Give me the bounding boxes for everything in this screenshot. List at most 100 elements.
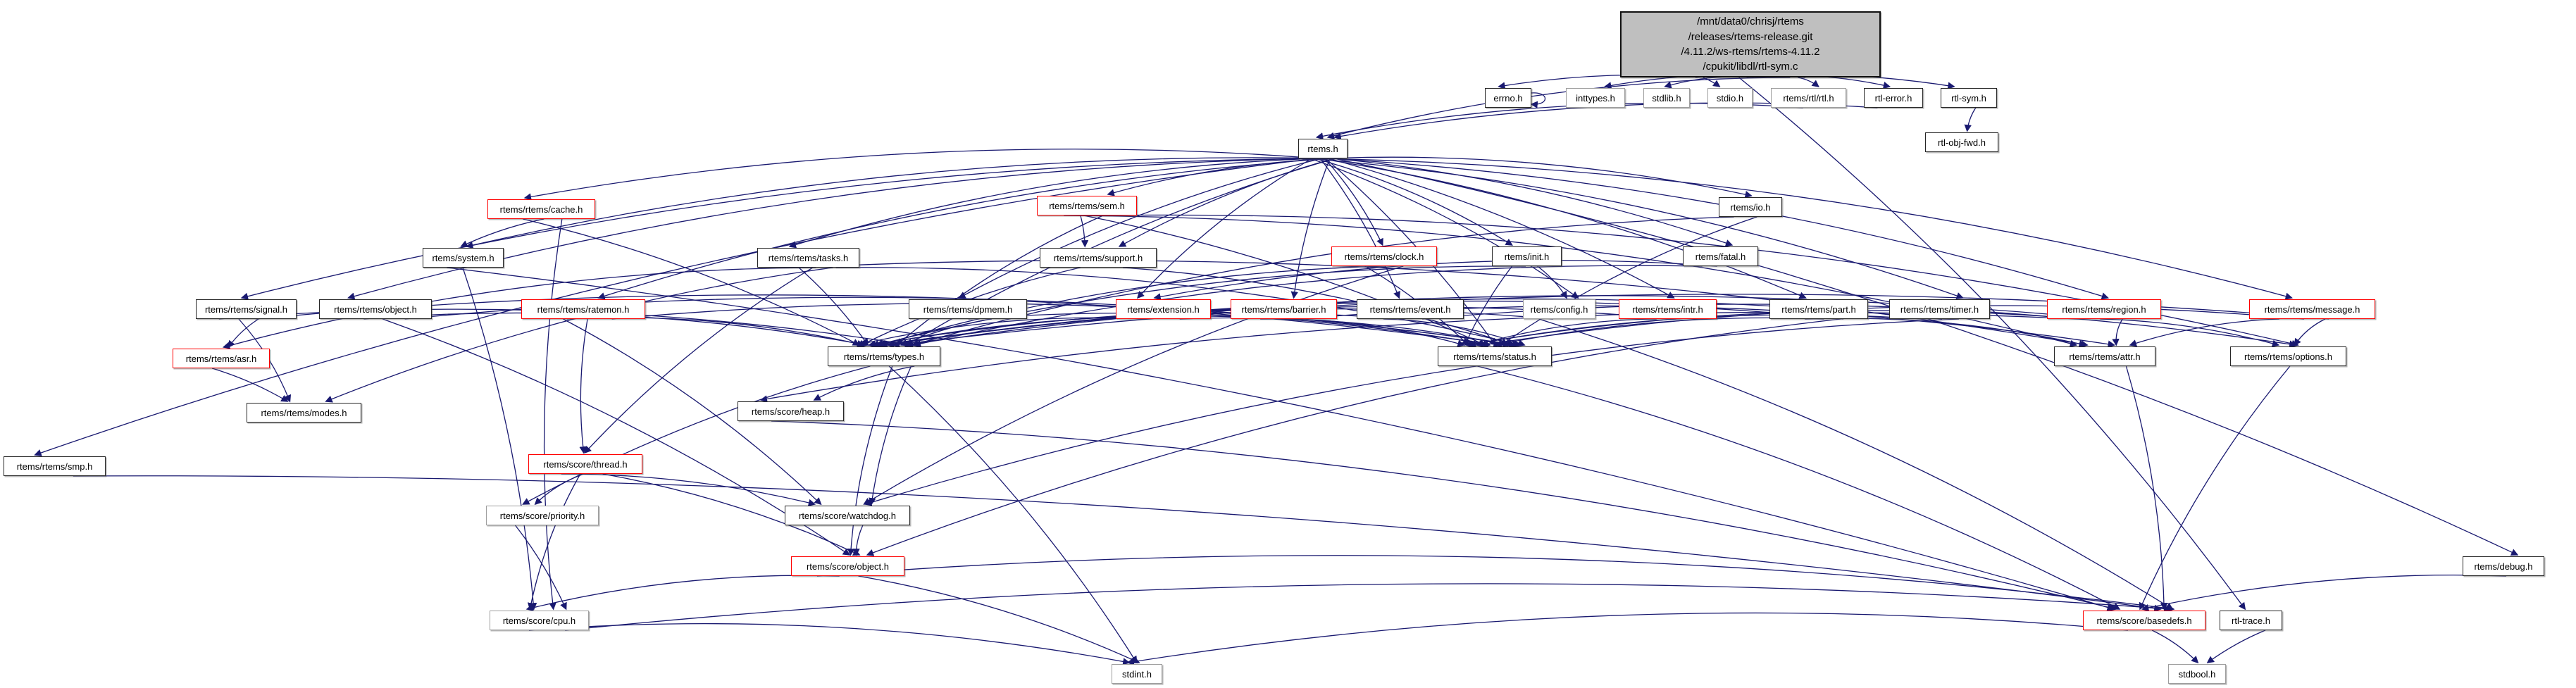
node-extension[interactable]: rtems/extension.h <box>1116 299 1211 319</box>
edge-sem-to-support <box>1080 215 1089 248</box>
node-errno[interactable]: errno.h <box>1485 88 1531 108</box>
edge-init-to-config <box>1537 265 1567 299</box>
node-label: rtems/config.h <box>1530 304 1588 315</box>
node-label: rtems/rtems/status.h <box>1453 351 1536 362</box>
node-sem[interactable]: rtems/rtems/sem.h <box>1037 196 1137 215</box>
node-stdbool[interactable]: stdbool.h <box>2168 664 2226 684</box>
node-asr[interactable]: rtems/rtems/asr.h <box>173 349 270 368</box>
node-rtl-obj-fwd[interactable]: rtl-obj-fwd.h <box>1925 132 1998 152</box>
edge-rtems-to-config <box>1310 158 1579 299</box>
node-clock[interactable]: rtems/rtems/clock.h <box>1331 246 1437 266</box>
edge-ratemon-to-types <box>566 317 865 348</box>
edge-region-to-heap <box>759 311 2078 403</box>
node-dpmem[interactable]: rtems/rtems/dpmem.h <box>909 299 1027 319</box>
node-region[interactable]: rtems/rtems/region.h <box>2047 299 2161 319</box>
node-options[interactable]: rtems/rtems/options.h <box>2230 346 2346 366</box>
edge-clock-to-types <box>879 265 1386 347</box>
node-label: rtems/rtems/smp.h <box>16 461 93 472</box>
edge-system-to-basedefs <box>447 267 2115 611</box>
edge-rtems-to-ratemon <box>597 158 1332 300</box>
node-system[interactable]: rtems/system.h <box>423 248 504 268</box>
node-rtl-error[interactable]: rtl-error.h <box>1864 88 1923 108</box>
node-basedefs[interactable]: rtems/score/basedefs.h <box>2083 611 2205 630</box>
node-robject[interactable]: rtems/rtems/object.h <box>319 299 432 319</box>
node-cpu[interactable]: rtems/score/cpu.h <box>490 611 589 630</box>
node-label: inttypes.h <box>1576 92 1615 104</box>
node-init[interactable]: rtems/init.h <box>1492 246 1562 266</box>
node-label: rtems/extension.h <box>1127 304 1200 315</box>
node-types[interactable]: rtems/rtems/types.h <box>828 346 940 366</box>
node-signal[interactable]: rtems/rtems/signal.h <box>196 299 297 319</box>
edge-status-to-basedefs <box>1477 365 2121 610</box>
edge-types-to-heap <box>813 365 915 401</box>
edge-cache-to-system <box>460 218 545 247</box>
node-priority[interactable]: rtems/score/priority.h <box>486 506 599 525</box>
root-label-line: /releases/rtems-release.git <box>1688 30 1813 43</box>
node-message[interactable]: rtems/rtems/message.h <box>2249 299 2375 319</box>
node-fatal[interactable]: rtems/fatal.h <box>1683 246 1758 266</box>
node-cache[interactable]: rtems/rtems/cache.h <box>487 199 595 219</box>
node-label: rtems/rtems/part.h <box>1781 304 1856 315</box>
node-label: rtems/score/priority.h <box>499 510 585 521</box>
node-watchdog[interactable]: rtems/score/watchdog.h <box>785 506 910 525</box>
node-inttypes[interactable]: inttypes.h <box>1566 88 1625 108</box>
edge-rtl-sym-to-rtl-obj-fwd <box>1964 107 1977 132</box>
edge-rtems-to-barrier <box>1290 158 1331 299</box>
node-rtl-trace[interactable]: rtl-trace.h <box>2220 611 2282 630</box>
node-support[interactable]: rtems/rtems/support.h <box>1040 248 1157 268</box>
node-stdint[interactable]: stdint.h <box>1112 664 1162 684</box>
node-modes[interactable]: rtems/rtems/modes.h <box>247 403 361 423</box>
edge-basedefs-to-stdint <box>1126 612 2128 665</box>
node-intr[interactable]: rtems/rtems/intr.h <box>1619 299 1717 319</box>
node-smp[interactable]: rtems/rtems/smp.h <box>4 456 106 476</box>
node-stdio[interactable]: stdio.h <box>1707 88 1753 108</box>
edge-rtems-to-extension <box>1136 158 1312 299</box>
node-rtems[interactable]: rtems.h <box>1298 139 1348 158</box>
node-io[interactable]: rtems/io.h <box>1719 197 1782 217</box>
edge-message-to-options <box>2294 318 2326 346</box>
edge-cpu-to-basedefs <box>565 583 2172 631</box>
node-label: rtems/score/heap.h <box>751 406 830 417</box>
node-stdlib[interactable]: stdlib.h <box>1643 88 1690 108</box>
edge-sobject-to-stdint <box>858 575 1140 664</box>
node-label: rtems/score/thread.h <box>543 458 628 470</box>
node-label: stdint.h <box>1122 668 1152 680</box>
edge-config-to-basedefs <box>1538 318 2174 610</box>
edge-rtems-to-fatal <box>1333 158 1734 247</box>
edge-basedefs-to-stdbool <box>2151 630 2199 664</box>
node-label: rtems/rtems/ratemon.h <box>537 304 630 315</box>
node-label: rtems/rtems/message.h <box>2264 304 2360 315</box>
node-heap[interactable]: rtems/score/heap.h <box>738 401 844 421</box>
edge-sobject-to-cpu <box>525 575 840 611</box>
node-label: stdlib.h <box>1652 92 1681 104</box>
node-label: rtems/score/cpu.h <box>502 615 576 626</box>
node-config[interactable]: rtems/config.h <box>1523 299 1595 319</box>
node-barrier[interactable]: rtems/rtems/barrier.h <box>1231 299 1337 319</box>
node-label: rtems/rtems/types.h <box>843 351 925 362</box>
node-thread[interactable]: rtems/score/thread.h <box>528 454 642 474</box>
edge-signal-to-status <box>255 294 1501 348</box>
edge-rtl-error-to-rtems <box>1333 102 1878 140</box>
node-sobject[interactable]: rtems/score/object.h <box>791 556 904 576</box>
node-event[interactable]: rtems/rtems/event.h <box>1357 299 1464 319</box>
node-ratemon[interactable]: rtems/rtems/ratemon.h <box>521 299 645 319</box>
node-part[interactable]: rtems/rtems/part.h <box>1769 299 1868 319</box>
edge-rtems-to-event <box>1319 158 1400 299</box>
node-tasks[interactable]: rtems/rtems/tasks.h <box>757 248 859 268</box>
edge-rtems-to-signal <box>240 158 1324 300</box>
node-attr[interactable]: rtems/rtems/attr.h <box>2054 346 2155 366</box>
node-rtl[interactable]: rtems/rtl/rtl.h <box>1771 88 1846 108</box>
edge-rtems-to-system <box>466 157 1328 249</box>
edge-errno-to-errno <box>1530 92 1545 108</box>
node-status[interactable]: rtems/rtems/status.h <box>1438 346 1552 366</box>
node-label: rtems/rtems/event.h <box>1369 304 1451 315</box>
node-debug[interactable]: rtems/debug.h <box>2463 556 2544 576</box>
edge-rtems-to-init <box>1314 158 1513 246</box>
node-label: rtems/system.h <box>432 252 494 263</box>
edge-rtems-to-message <box>1317 158 2293 300</box>
edge-message-to-attr <box>2129 318 2279 347</box>
node-label: rtems/rtems/sem.h <box>1049 200 1125 211</box>
node-timer[interactable]: rtems/rtems/timer.h <box>1889 299 1990 319</box>
edge-ratemon-to-watchdog <box>563 318 822 506</box>
node-rtl-sym[interactable]: rtl-sym.h <box>1941 88 1997 108</box>
